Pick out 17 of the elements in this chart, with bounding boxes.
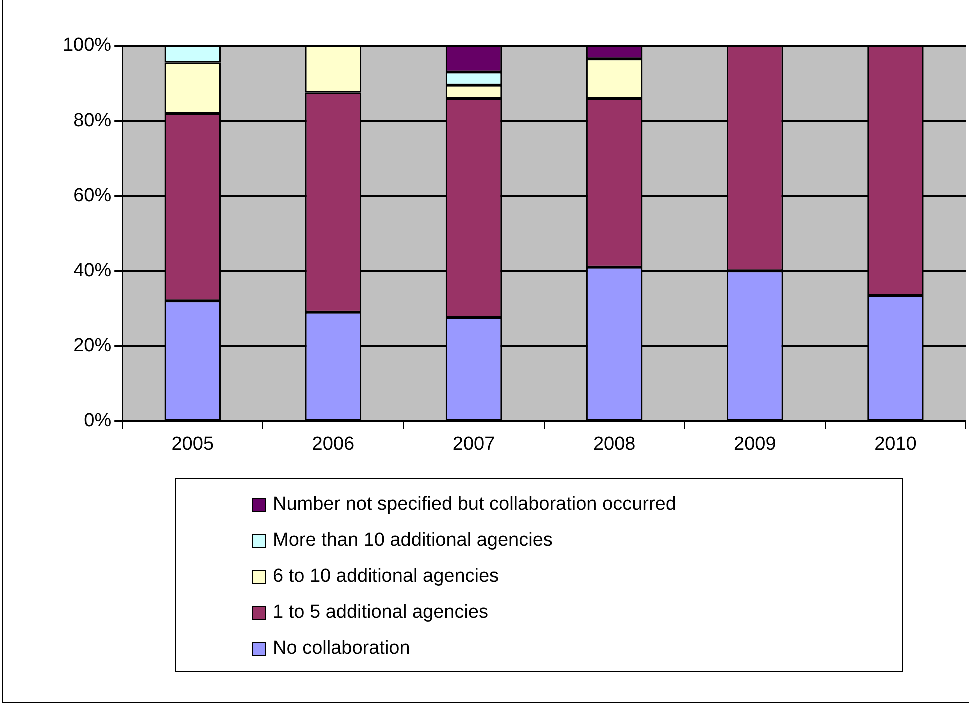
x-tick-label: 2009 [734, 434, 776, 455]
legend-label: Number not specified but collaboration occurred [273, 494, 676, 516]
x-tick-label: 2008 [593, 434, 636, 455]
y-tick-label: 0% [84, 410, 112, 432]
y-tick-label: 80% [74, 110, 112, 132]
y-tick-label: 40% [74, 260, 112, 282]
x-tick-label: 2007 [452, 434, 496, 455]
y-tick-label: 20% [74, 335, 112, 356]
legend-label: No collaboration [273, 638, 410, 660]
x-tick-label: 2010 [874, 434, 917, 455]
y-tick-label: 100% [62, 35, 112, 56]
x-tick-label: 2005 [172, 434, 214, 455]
y-tick-label: 60% [74, 185, 112, 206]
legend-label: 6 to 10 additional agencies [273, 566, 500, 588]
legend-label: More than 10 additional agencies [273, 530, 553, 552]
legend-label: 1 to 5 additional agencies [273, 602, 488, 624]
x-tick-label: 2006 [312, 434, 355, 455]
